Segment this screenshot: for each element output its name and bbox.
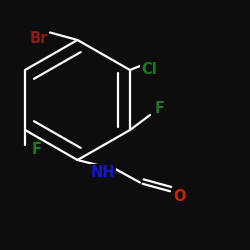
Text: Br: Br (30, 31, 48, 46)
Text: NH: NH (90, 165, 115, 180)
Text: O: O (174, 189, 186, 204)
Text: F: F (155, 101, 165, 116)
Text: F: F (31, 142, 41, 158)
Text: Cl: Cl (141, 62, 156, 78)
